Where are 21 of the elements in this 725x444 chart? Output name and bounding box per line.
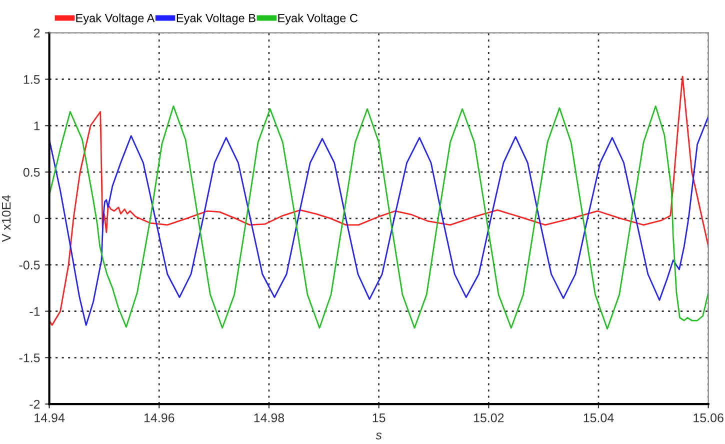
y-tick-label: 2 — [34, 28, 40, 38]
x-tick-label: 14.96 — [144, 413, 174, 422]
x-tick-label: 15 — [372, 414, 386, 422]
x-tick-label: 14.98 — [254, 413, 284, 422]
legend-label: Eyak Voltage B — [176, 14, 256, 25]
y-tick-label: -0.5 — [19, 260, 40, 270]
legend-label: Eyak Voltage C — [278, 14, 358, 25]
legend-label: Eyak Voltage A — [76, 14, 155, 25]
x-axis-title: s — [376, 432, 382, 440]
y-tick-label: 1 — [34, 122, 40, 130]
y-tick-label: 0 — [34, 214, 40, 224]
y-tick-label: -1 — [30, 307, 40, 316]
y-tick-label: -1.5 — [19, 354, 40, 362]
x-tick-label: 15.06 — [694, 413, 724, 422]
y-tick-label: 1.5 — [24, 75, 40, 84]
x-tick-label: 14.94 — [34, 413, 65, 422]
y-tick-label: -2 — [30, 400, 40, 409]
x-tick-label: 15.04 — [584, 413, 614, 422]
y-tick-label: 0.5 — [23, 168, 40, 177]
x-tick-label: 15.02 — [474, 413, 504, 422]
y-axis-title: V x10E4 — [2, 195, 11, 242]
